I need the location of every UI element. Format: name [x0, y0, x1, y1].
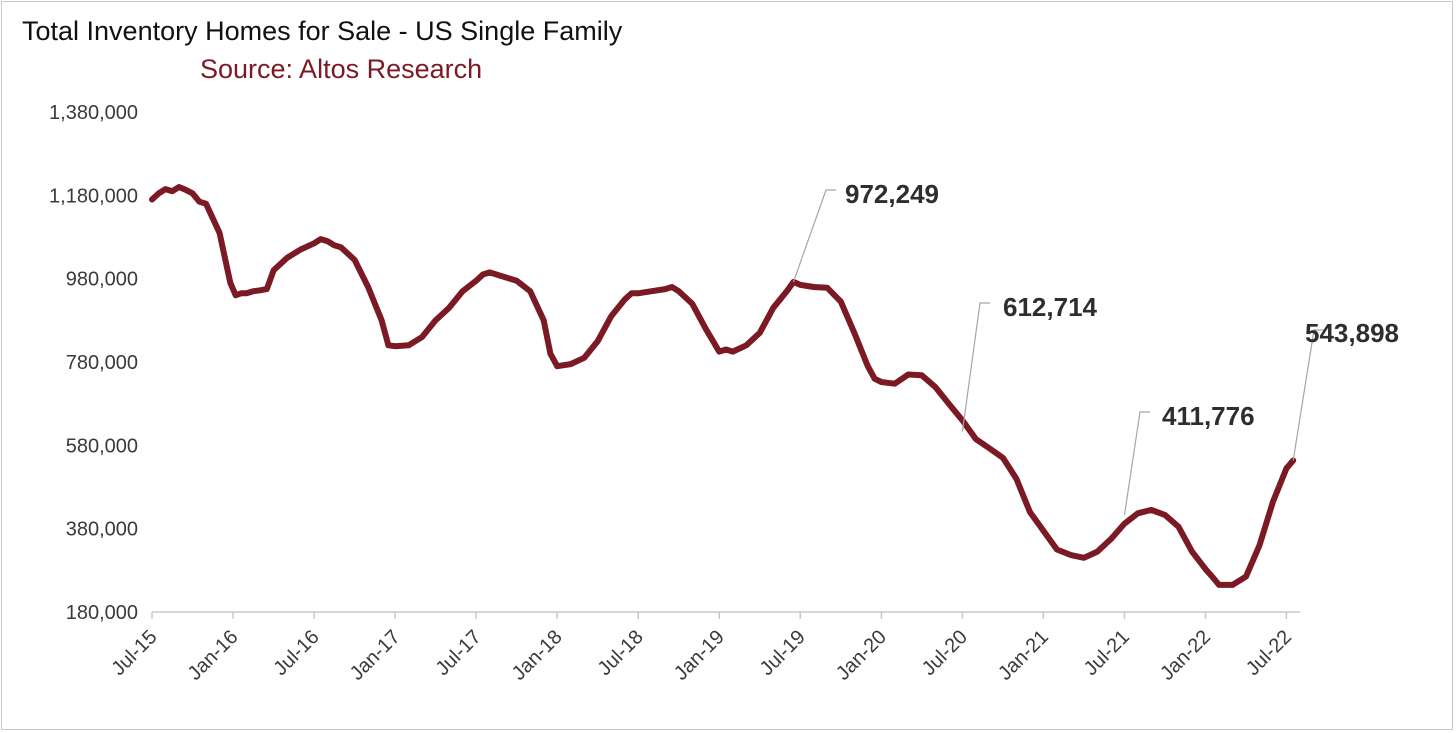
- annotation-label: 612,714: [1003, 292, 1098, 322]
- x-tick-label: Jul-21: [1080, 626, 1134, 680]
- y-tick-label: 1,180,000: [49, 185, 138, 207]
- x-tick-label: Jul-15: [107, 626, 161, 680]
- x-axis: Jul-15 Jan-16 Jul-16 Jan-17 Jul-17 Jan-18 Jul-…: [107, 611, 1300, 685]
- x-tick-label: Jul-18: [594, 626, 648, 680]
- y-tick-label: 1,380,000: [49, 102, 138, 124]
- x-tick-label: Jul-17: [432, 626, 486, 680]
- series-layer: [149, 184, 1297, 588]
- x-tick-label: Jul-20: [918, 626, 972, 680]
- x-tick-label: Jan-18: [508, 626, 567, 685]
- x-tick-label: Jan-22: [1156, 626, 1215, 685]
- annotation-leader-line: [961, 302, 990, 432]
- x-tick-label: Jan-20: [832, 626, 891, 685]
- annotation-leader-line: [792, 189, 836, 283]
- annotation-leader-line: [1292, 329, 1324, 461]
- annotation-leader-line: [1123, 411, 1150, 516]
- y-tick-label: 780,000: [66, 352, 138, 374]
- annotation-label: 411,776: [1162, 401, 1255, 431]
- y-axis-ticks: 1,380,000 1,180,000 980,000 780,000 580,000 3…: [49, 102, 138, 624]
- x-tick-label: Jan-21: [994, 626, 1053, 685]
- x-tick-label: Jul-22: [1242, 626, 1296, 680]
- x-tick-label: Jul-16: [270, 626, 324, 680]
- x-tick-label: Jan-19: [670, 626, 729, 685]
- y-tick-label: 380,000: [66, 519, 138, 541]
- series-line-0: [149, 184, 1297, 588]
- annotation-label: 543,898: [1305, 318, 1399, 348]
- y-tick-label: 980,000: [66, 269, 138, 291]
- x-tick-label: Jul-19: [756, 626, 810, 680]
- x-tick-label: Jan-16: [184, 626, 243, 685]
- chart-title: Total Inventory Homes for Sale - US Sing…: [22, 16, 623, 46]
- x-tick-label: Jan-17: [346, 626, 405, 685]
- y-tick-label: 580,000: [66, 435, 138, 457]
- annotation-label: 972,249: [845, 179, 939, 209]
- chart-subtitle: Source: Altos Research: [200, 54, 483, 84]
- annotation-layer: 972,249 612,714 411,776 543,898: [792, 179, 1399, 516]
- y-tick-label: 180,000: [66, 602, 138, 624]
